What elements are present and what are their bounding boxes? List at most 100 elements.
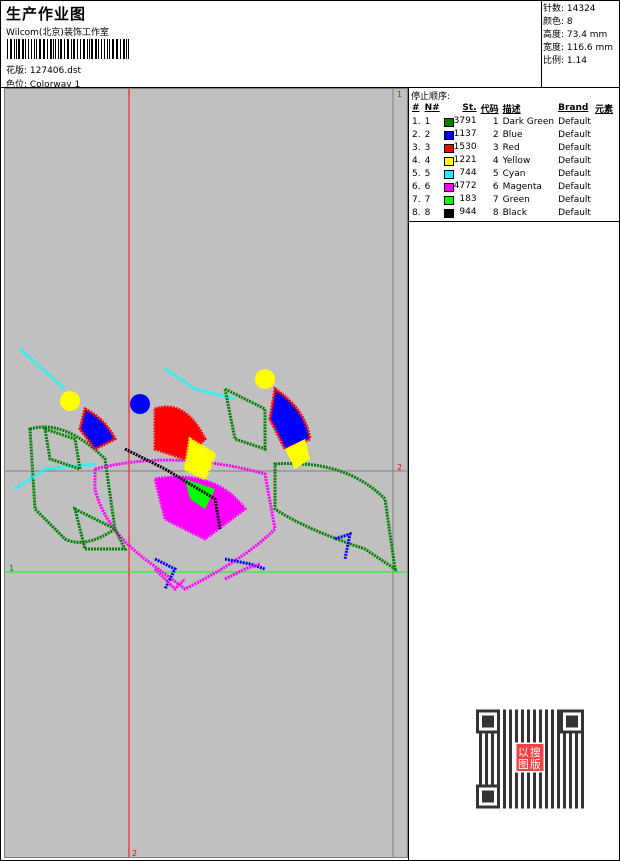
qr-module <box>575 769 578 773</box>
stitch-count: 4772 <box>442 180 479 193</box>
qr-module <box>479 775 482 779</box>
qr-module <box>581 796 584 800</box>
row-index: 1. <box>412 116 421 127</box>
qr-module <box>581 775 584 779</box>
qr-module <box>497 751 500 755</box>
qr-module <box>575 733 578 737</box>
qr-module <box>545 724 548 728</box>
qr-module <box>539 709 542 713</box>
qr-module <box>527 799 530 803</box>
element <box>593 154 615 167</box>
qr-module <box>563 754 566 758</box>
qr-module <box>575 781 578 785</box>
qr-module <box>539 730 542 734</box>
barcode-bar <box>104 39 105 59</box>
qr-module <box>551 796 554 800</box>
qr-module <box>509 745 512 749</box>
barcode-bar <box>98 39 99 59</box>
qr-module <box>545 709 548 713</box>
qr-module <box>527 709 530 713</box>
qr-module <box>551 739 554 743</box>
qr-module <box>521 733 524 737</box>
qr-module <box>521 739 524 743</box>
qr-module <box>479 778 482 782</box>
qr-module <box>575 745 578 749</box>
panel-title: 停止顺序: <box>411 92 451 102</box>
qr-module <box>581 733 584 737</box>
qr-module <box>551 787 554 791</box>
qr-module <box>515 799 518 803</box>
column-header: St. <box>462 103 477 113</box>
qr-module <box>557 778 560 782</box>
qr-module <box>557 709 560 713</box>
barcode-bar <box>55 39 56 59</box>
qr-module <box>521 718 524 722</box>
qr-module <box>485 739 488 743</box>
element <box>593 193 615 206</box>
qr-module <box>479 766 482 770</box>
qr-module <box>509 784 512 788</box>
qr-module <box>503 775 506 779</box>
qr-module <box>569 739 572 743</box>
color-description: Red <box>502 142 520 153</box>
qr-module <box>503 769 506 773</box>
qr-module <box>509 799 512 803</box>
color-code: 4 <box>492 155 499 166</box>
element <box>593 115 615 128</box>
qr-module <box>563 787 566 791</box>
qr-module <box>557 748 560 752</box>
qr-module <box>491 745 494 749</box>
header: 生产作业图 Wilcom(北京)装饰工作室 花版: 127406.dst 色位:… <box>1 1 541 90</box>
qr-module <box>485 769 488 773</box>
qr-module <box>509 778 512 782</box>
qr-module <box>581 793 584 797</box>
qr-module <box>575 754 578 758</box>
qr-module <box>515 736 518 740</box>
qr-module <box>551 709 554 713</box>
qr-module <box>533 730 536 734</box>
qr-module <box>509 766 512 770</box>
qr-module <box>545 784 548 788</box>
barcode-bar <box>95 39 97 59</box>
qr-module <box>479 736 482 740</box>
qr-module <box>563 796 566 800</box>
qr-module <box>545 781 548 785</box>
qr-module <box>551 799 554 803</box>
qr-module <box>485 781 488 785</box>
color-swatch <box>443 131 454 140</box>
qr-module <box>491 760 494 764</box>
qr-module <box>557 766 560 770</box>
qr-module <box>527 793 530 797</box>
qr-module <box>503 718 506 722</box>
qr-module <box>569 784 572 788</box>
barcode-bar <box>80 39 81 59</box>
qr-module <box>545 760 548 764</box>
qr-module <box>557 736 560 740</box>
qr-module <box>479 748 482 752</box>
qr-module <box>485 772 488 776</box>
column-header: 代码 <box>480 104 499 115</box>
qr-module <box>497 757 500 761</box>
qr-module <box>509 724 512 728</box>
qr-module <box>539 781 542 785</box>
stitch-count: 1530 <box>442 141 479 154</box>
table-row: 7. 7 183 7 Green Default <box>410 193 615 206</box>
stitch-count: 1137 <box>442 128 479 141</box>
qr-module <box>557 763 560 767</box>
qr-module <box>515 796 518 800</box>
color-code: 6 <box>492 181 499 192</box>
design-canvas[interactable]: 1 2 1 2 <box>4 88 408 858</box>
qr-module <box>485 757 488 761</box>
qr-module <box>497 748 500 752</box>
qr-module <box>509 805 512 809</box>
qr-module <box>503 772 506 776</box>
qr-module <box>479 760 482 764</box>
qr-module <box>533 787 536 791</box>
qr-module <box>539 712 542 716</box>
qr-module <box>569 733 572 737</box>
qr-module <box>557 733 560 737</box>
qr-module <box>551 724 554 728</box>
qr-module <box>515 805 518 809</box>
qr-module <box>509 763 512 767</box>
brand: Default <box>558 168 591 179</box>
